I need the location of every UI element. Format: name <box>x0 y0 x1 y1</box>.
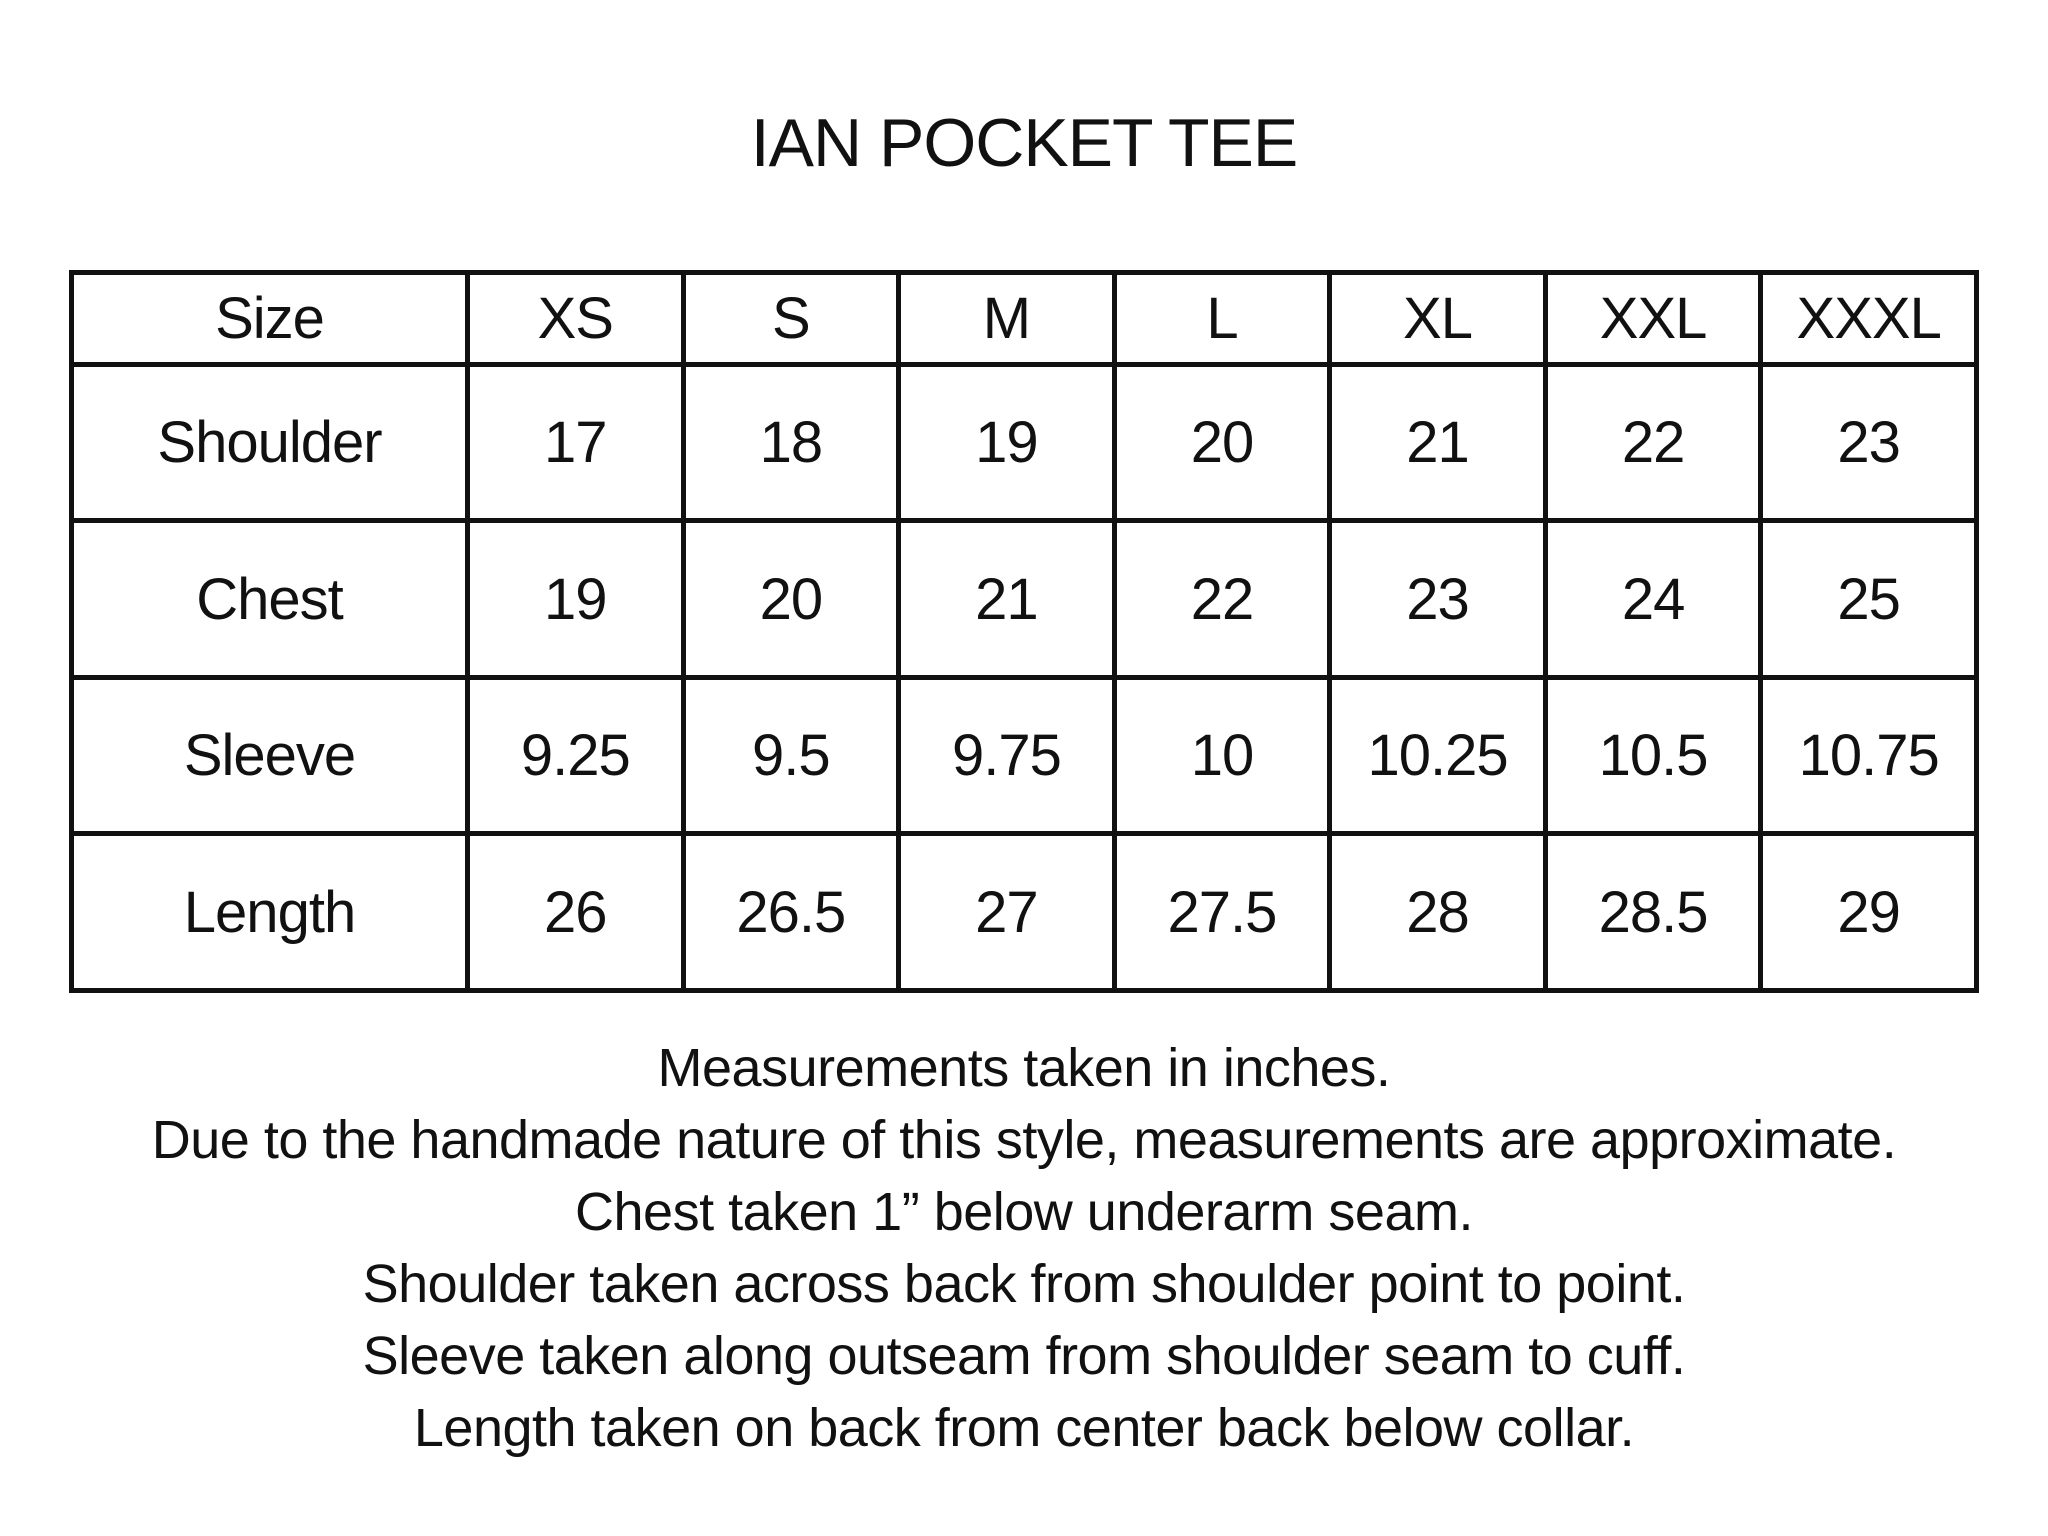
table-row: Sleeve 9.25 9.5 9.75 10 10.25 10.5 10.75 <box>69 674 1979 837</box>
table-cell: 26 <box>465 831 686 993</box>
table-cell: 9.75 <box>896 674 1117 837</box>
size-chart-table: Size XS S M L XL XXL XXXL Shoulder 17 18 19 20 21 22 23… <box>69 270 1979 993</box>
table-cell: 23 <box>1758 361 1979 524</box>
table-cell: 22 <box>1111 518 1333 680</box>
note-line: Sleeve taken along outseam from shoulder… <box>362 1326 1686 1386</box>
table-cell: 10 <box>1111 674 1333 837</box>
table-cell: 10.75 <box>1758 674 1979 837</box>
table-cell: 10.5 <box>1542 674 1764 837</box>
table-cell: 20 <box>1111 361 1333 524</box>
table-cell: 9.5 <box>680 674 902 837</box>
table-cell: 25 <box>1758 518 1979 680</box>
table-cell: 26.5 <box>680 831 902 993</box>
table-cell: 10.25 <box>1327 674 1548 837</box>
table-row: Shoulder 17 18 19 20 21 22 23 <box>69 361 1979 524</box>
table-cell: 19 <box>465 518 686 680</box>
table-cell: 20 <box>680 518 902 680</box>
table-cell: 27.5 <box>1111 831 1333 993</box>
note-line: Length taken on back from center back be… <box>413 1398 1635 1458</box>
table-header-row: Size XS S M L XL XXL XXXL <box>69 270 1979 367</box>
table-cell: 9.25 <box>465 674 686 837</box>
row-label-cell: Length <box>69 831 470 993</box>
note-line: Chest taken 1” below underarm seam. <box>575 1182 1473 1242</box>
page-title: IAN POCKET TEE <box>750 105 1299 181</box>
table-cell: L <box>1111 270 1333 367</box>
table-cell: XXL <box>1542 270 1764 367</box>
table-cell: 21 <box>1327 361 1548 524</box>
table-cell: S <box>680 270 902 367</box>
table-cell: 28.5 <box>1542 831 1764 993</box>
table-row: Length 26 26.5 27 27.5 28 28.5 29 <box>69 831 1979 993</box>
table-cell: 19 <box>896 361 1117 524</box>
note-line: Due to the handmade nature of this style… <box>151 1110 1897 1170</box>
table-cell: 18 <box>680 361 902 524</box>
table-cell: XXXL <box>1758 270 1979 367</box>
table-row: Chest 19 20 21 22 23 24 25 <box>69 518 1979 680</box>
row-label-cell: Shoulder <box>69 361 470 524</box>
row-label-cell: Size <box>69 270 470 367</box>
table-cell: 22 <box>1542 361 1764 524</box>
note-line: Measurements taken in inches. <box>657 1038 1391 1098</box>
table-cell: XL <box>1327 270 1548 367</box>
table-cell: 21 <box>896 518 1117 680</box>
table-cell: 24 <box>1542 518 1764 680</box>
table-cell: XS <box>465 270 686 367</box>
row-label-cell: Chest <box>69 518 470 680</box>
table-cell: 27 <box>896 831 1117 993</box>
table-cell: 23 <box>1327 518 1548 680</box>
table-cell: 17 <box>465 361 686 524</box>
table-cell: 29 <box>1758 831 1979 993</box>
note-line: Shoulder taken across back from shoulder… <box>362 1254 1686 1314</box>
table-cell: 28 <box>1327 831 1548 993</box>
measurement-notes: Measurements taken in inches. Due to the … <box>0 1032 2048 1464</box>
row-label-cell: Sleeve <box>69 674 470 837</box>
table-cell: M <box>896 270 1117 367</box>
